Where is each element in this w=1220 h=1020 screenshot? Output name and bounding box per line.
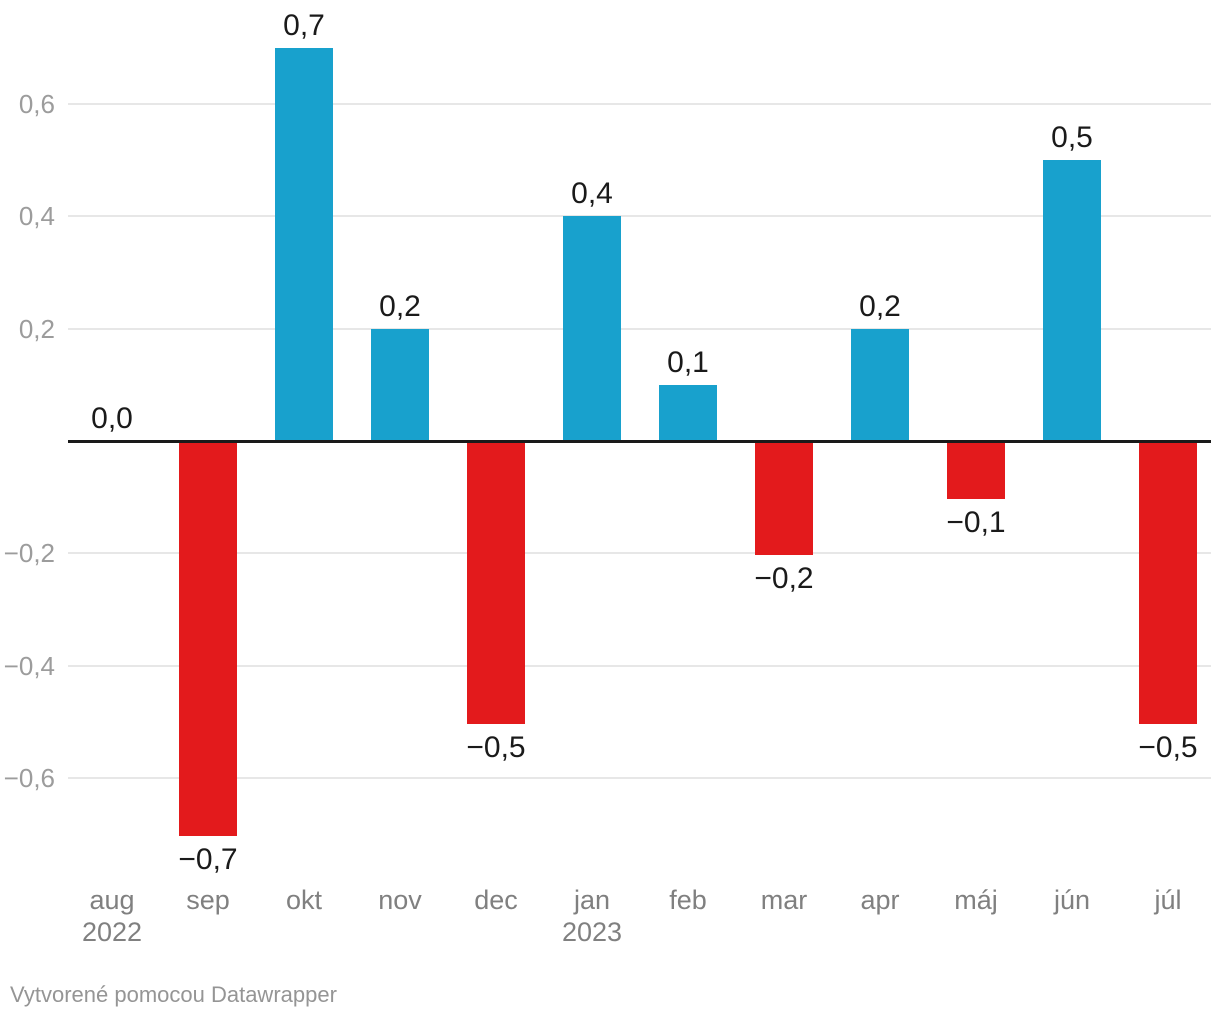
x-axis-label: aug 2022 [47,884,177,948]
x-axis-month: mar [760,885,808,915]
x-axis-label: apr [815,884,945,916]
attribution-link[interactable]: Vytvorené pomocou Datawrapper [10,982,337,1007]
x-axis-label: feb [623,884,753,916]
x-axis-year: 2022 [81,917,143,947]
bar-máj[interactable] [947,443,1005,499]
x-axis-month: sep [186,885,230,915]
gridline [68,215,1211,217]
bar-nov[interactable] [371,329,429,440]
bar-mar[interactable] [755,443,813,555]
bar-jún[interactable] [1043,160,1101,440]
x-axis-year: 2023 [561,917,623,947]
x-axis-month: feb [669,885,707,915]
value-label: 0,7 [283,9,325,42]
y-axis-tick-label: 0,6 [18,89,55,119]
plot-area: 0,6 0,4 0,2 −0,2 −0,4 −0,6 0,0 aug 2022 −0,7 sep 0,… [3,9,1220,948]
value-label: 0,2 [859,290,901,323]
y-axis-tick-label: −0,6 [3,763,55,793]
x-axis-month: dec [474,885,518,915]
y-axis-tick-label: −0,2 [3,538,55,568]
x-axis-label: máj [911,884,1041,916]
y-axis-tick-label: 0,2 [18,314,55,344]
value-label: 0,2 [379,290,421,323]
x-axis-label: jan 2023 [527,884,657,948]
x-axis-month: nov [378,885,422,915]
x-axis-month: jún [1053,885,1091,915]
x-axis-label: dec [431,884,561,916]
bar-feb[interactable] [659,385,717,440]
value-label: −0,7 [178,843,238,876]
x-axis-baseline [68,440,1211,443]
bar-apr[interactable] [851,329,909,440]
bar-sep[interactable] [179,443,237,836]
x-axis-month: aug [89,885,135,915]
value-label: 0,0 [91,402,133,435]
x-axis-month: jan [573,885,611,915]
gridline [68,103,1211,105]
x-axis-month: okt [285,885,323,915]
value-label: −0,2 [754,562,814,595]
value-label: 0,4 [571,177,613,210]
x-axis-month: máj [954,885,998,915]
value-label: −0,1 [946,506,1006,539]
value-label: −0,5 [466,731,526,764]
x-axis-label: nov [335,884,465,916]
gridline [68,777,1211,779]
x-axis-label: júl [1103,884,1220,916]
bar-jan[interactable] [563,216,621,440]
bar-dec[interactable] [467,443,525,724]
x-axis-label: sep [143,884,273,916]
value-label: −0,5 [1138,731,1198,764]
x-axis-label: mar [719,884,849,916]
y-axis-tick-label: 0,4 [18,201,55,231]
x-axis-month: apr [860,885,900,915]
x-axis-month: júl [1154,885,1182,915]
y-axis-tick-label: −0,4 [3,651,55,681]
gridline [68,665,1211,667]
bar-okt[interactable] [275,48,333,440]
x-axis-label: okt [239,884,369,916]
value-label: 0,5 [1051,121,1093,154]
gridline [68,552,1211,554]
value-label: 0,1 [667,346,709,379]
x-axis-label: jún [1007,884,1137,916]
gridline [68,328,1211,330]
bar-júl[interactable] [1139,443,1197,724]
